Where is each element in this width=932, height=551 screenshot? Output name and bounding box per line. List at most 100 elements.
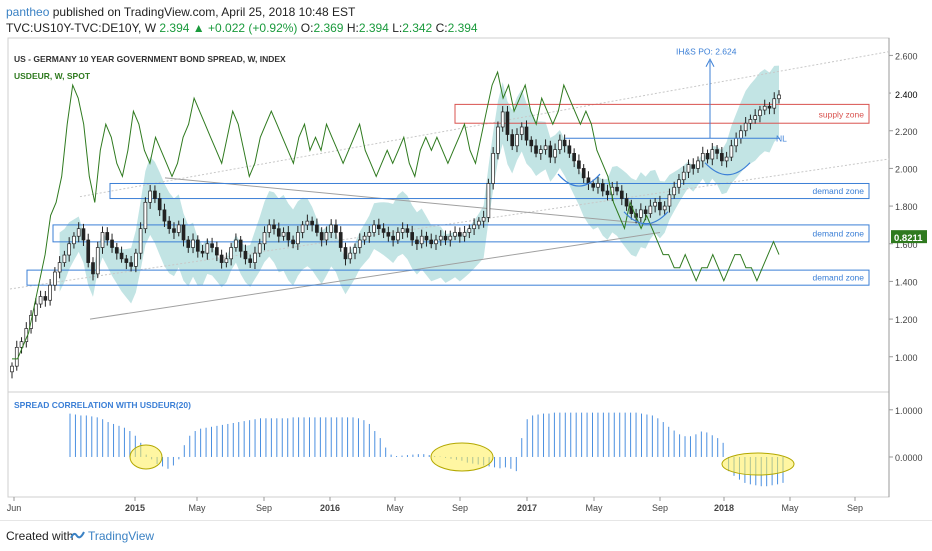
candle-body	[748, 119, 753, 124]
candle-body	[386, 232, 391, 237]
candle-body	[176, 224, 181, 233]
candle-body	[605, 190, 610, 196]
main-pane-title: US - GERMANY 10 YEAR GOVERNMENT BOND SPR…	[14, 54, 286, 64]
candle-body	[600, 183, 605, 192]
candle-body	[362, 235, 367, 241]
candle-body	[324, 232, 329, 241]
candle-body	[710, 149, 715, 160]
candle-body	[510, 134, 515, 147]
candle-body	[205, 243, 210, 254]
candle-body	[272, 224, 276, 230]
ohlc-line: TVC:US10Y-TVC:DE10Y, W 2.394 ▲ +0.022 (+…	[6, 21, 478, 35]
demand-zone-upper-label: demand zone	[812, 186, 864, 196]
candle-body	[405, 228, 410, 233]
open-label: O:	[300, 21, 314, 35]
usdeur-range-band	[59, 65, 779, 304]
price-tick-label: 1.400	[895, 277, 918, 287]
candle-body	[429, 239, 434, 245]
candle-body	[496, 126, 500, 154]
candle-body	[658, 201, 662, 211]
candle-body	[519, 126, 524, 135]
candle-body	[472, 224, 476, 230]
candle-body	[572, 153, 576, 162]
last-price-marker	[891, 87, 925, 101]
chart-canvas[interactable]: US - GERMANY 10 YEAR GOVERNMENT BOND SPR…	[0, 0, 932, 520]
candle-body	[662, 205, 667, 211]
candle-body	[172, 228, 176, 233]
head-shoulders-arc-2	[623, 211, 669, 225]
candle-body	[72, 235, 76, 245]
highlight-ellipse-2	[430, 442, 494, 472]
candle-body	[253, 252, 257, 263]
candle-body	[715, 149, 719, 154]
candle-body	[353, 247, 357, 254]
rising-trendline	[89, 231, 661, 320]
low-label: L:	[392, 21, 403, 35]
candle-body	[338, 232, 343, 248]
correlation-tick-label: 1.0000	[895, 406, 923, 416]
candle-body	[57, 262, 62, 273]
price-tick-label: 2.000	[895, 164, 918, 174]
candle-body	[329, 224, 334, 233]
candle-body	[148, 190, 152, 203]
high-label: H:	[346, 21, 359, 35]
candle-body	[558, 139, 562, 150]
supply-zone	[454, 103, 870, 124]
candle-body	[667, 194, 672, 207]
candle-body	[143, 201, 148, 230]
candle-body	[219, 254, 224, 263]
candle-body	[91, 262, 95, 275]
candle-body	[38, 296, 43, 305]
candle-body	[505, 111, 510, 135]
candle-body	[53, 271, 57, 286]
time-tick-label: May	[188, 503, 206, 513]
candle-body	[743, 122, 748, 132]
time-tick-label: Sep	[847, 503, 863, 513]
candle-body	[215, 247, 219, 256]
tradingview-logo-icon	[70, 531, 85, 539]
candle-body	[477, 220, 481, 226]
close-value: 2.394	[447, 21, 478, 35]
candle-body	[672, 186, 677, 196]
last-price-marker-label: 2.400	[895, 90, 918, 100]
candle-body	[581, 168, 586, 179]
candle-body	[619, 190, 624, 199]
time-tick-label: May	[585, 503, 603, 513]
candle-body	[110, 239, 114, 248]
candle-body	[724, 156, 729, 162]
demand-zone-middle-label: demand zone	[812, 228, 864, 238]
close-label: C:	[435, 21, 448, 35]
publisher-username[interactable]: pantheo	[6, 5, 50, 19]
candle-body	[639, 209, 643, 218]
candle-body	[410, 232, 415, 241]
candle-body	[591, 183, 596, 188]
time-tick-label: May	[781, 503, 799, 513]
candle-body	[105, 232, 110, 241]
candle-body	[677, 179, 681, 188]
candle-body	[195, 239, 200, 252]
candle-body	[434, 239, 438, 245]
candle-body	[376, 224, 381, 230]
demand-zone-lower-label: demand zone	[812, 273, 864, 283]
channel-upper-line	[79, 51, 890, 198]
usdeur-band-layer	[59, 65, 779, 304]
publish-info: published on TradingView.com, April 25, …	[52, 5, 356, 19]
candle-body	[300, 224, 305, 233]
tradingview-brand-link[interactable]: TradingView	[88, 529, 155, 543]
candle-body	[443, 235, 448, 241]
price-tick-label: 1.600	[895, 240, 918, 250]
neckline-label: NL	[776, 133, 787, 143]
candle-body	[438, 235, 443, 241]
candle-body	[248, 258, 253, 263]
candle-body	[19, 341, 24, 348]
candle-body	[114, 247, 119, 254]
candle-body	[67, 243, 72, 256]
demand-zone-lower	[26, 269, 870, 286]
usdeur-title: USDEUR, W, SPOT	[14, 71, 91, 81]
candle-body	[500, 111, 505, 128]
candle-body	[234, 239, 238, 248]
candle-body	[562, 139, 567, 147]
candle-body	[157, 198, 162, 211]
candle-body	[577, 160, 581, 169]
time-tick-label: Sep	[452, 503, 468, 513]
